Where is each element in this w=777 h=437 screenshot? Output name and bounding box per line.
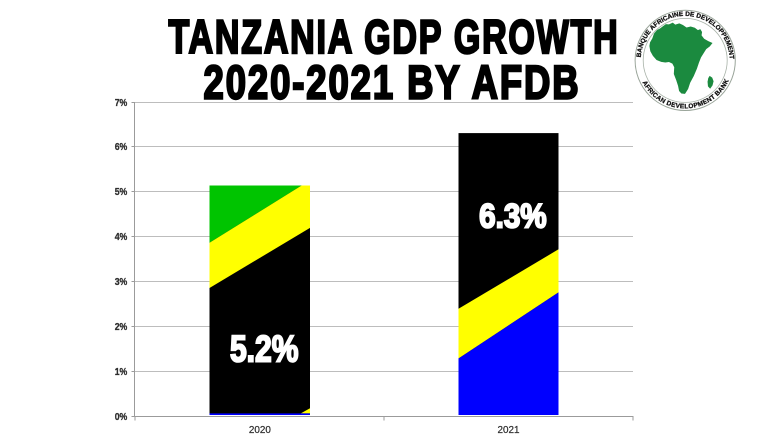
- svg-text:F: F: [652, 21, 660, 29]
- svg-text:L: L: [710, 21, 718, 29]
- svg-text:2020: 2020: [249, 425, 271, 436]
- svg-text:E: E: [722, 35, 731, 43]
- svg-text:A: A: [717, 86, 726, 94]
- svg-text:D: D: [665, 100, 672, 108]
- svg-text:5.2%: 5.2%: [230, 329, 299, 370]
- svg-text:Q: Q: [639, 37, 647, 45]
- svg-text:K: K: [722, 78, 731, 86]
- svg-text:I: I: [660, 17, 665, 24]
- svg-text:O: O: [688, 103, 694, 111]
- svg-text:A: A: [667, 13, 674, 21]
- svg-text:6.3%: 6.3%: [479, 197, 547, 235]
- svg-text:P: P: [717, 27, 726, 35]
- svg-text:T: T: [727, 55, 734, 59]
- svg-text:L: L: [684, 103, 688, 110]
- svg-text:V: V: [703, 16, 711, 25]
- svg-text:B: B: [714, 89, 722, 97]
- svg-text:2021: 2021: [498, 425, 520, 436]
- svg-text:D: D: [695, 12, 702, 20]
- svg-text:1%: 1%: [115, 367, 128, 378]
- svg-text:A: A: [636, 47, 644, 53]
- svg-text:A: A: [649, 23, 657, 31]
- svg-text:3%: 3%: [115, 277, 128, 288]
- svg-text:C: C: [662, 15, 670, 23]
- svg-text:A: A: [641, 80, 650, 88]
- svg-text:6%: 6%: [115, 142, 128, 153]
- svg-text:N: N: [727, 50, 735, 56]
- svg-text:N: N: [638, 42, 646, 49]
- svg-text:P: P: [719, 31, 728, 39]
- svg-text:O: O: [713, 24, 721, 33]
- svg-text:7%: 7%: [115, 98, 128, 109]
- svg-text:R: R: [656, 18, 664, 27]
- svg-text:M: M: [724, 40, 732, 48]
- svg-text:P: P: [693, 102, 699, 110]
- svg-text:E: E: [644, 28, 653, 36]
- svg-text:E: E: [700, 14, 707, 22]
- svg-text:U: U: [642, 32, 651, 40]
- svg-text:A: A: [655, 94, 663, 103]
- svg-text:N: N: [673, 11, 679, 19]
- svg-text:D: D: [685, 11, 690, 18]
- svg-text:N: N: [720, 82, 729, 90]
- svg-text:2020-2021 BY AFDB: 2020-2021 BY AFDB: [204, 56, 581, 109]
- svg-text:T: T: [709, 94, 716, 102]
- svg-text:N: N: [706, 96, 714, 105]
- svg-text:R: R: [646, 87, 655, 95]
- svg-text:I: I: [671, 12, 675, 19]
- svg-text:E: E: [702, 98, 710, 106]
- svg-text:2%: 2%: [115, 322, 128, 333]
- svg-text:N: N: [659, 97, 667, 106]
- svg-text:5%: 5%: [115, 187, 128, 198]
- svg-text:0%: 0%: [115, 412, 128, 423]
- svg-text:E: E: [707, 18, 715, 27]
- svg-text:E: E: [680, 103, 685, 110]
- svg-text:4%: 4%: [115, 232, 128, 243]
- svg-text:V: V: [675, 102, 681, 110]
- svg-text:M: M: [697, 100, 704, 108]
- svg-text:B: B: [636, 52, 644, 58]
- svg-text:E: E: [726, 45, 734, 52]
- svg-text:I: I: [649, 90, 655, 96]
- svg-text:E: E: [679, 11, 685, 18]
- svg-text:C: C: [651, 91, 659, 100]
- svg-text:F: F: [643, 84, 651, 91]
- svg-text:E: E: [670, 101, 677, 109]
- svg-text:TANZANIA GDP GROWTH: TANZANIA GDP GROWTH: [169, 11, 620, 64]
- svg-text:E: E: [689, 11, 695, 19]
